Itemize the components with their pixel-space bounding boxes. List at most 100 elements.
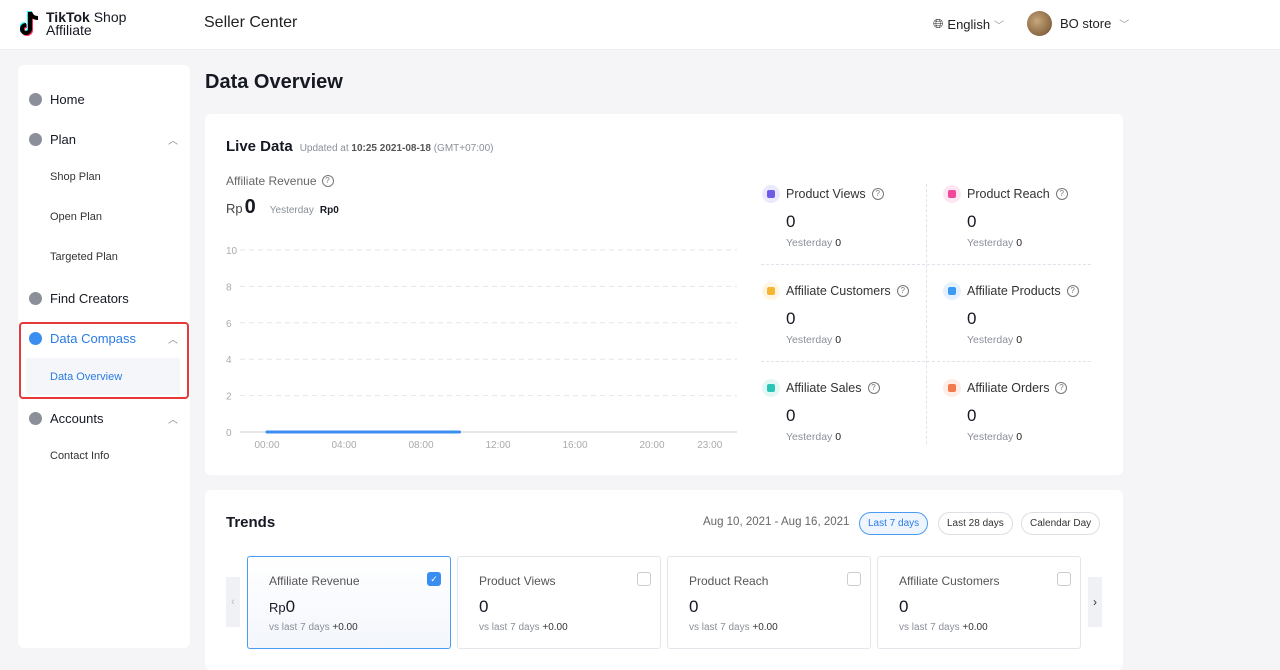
checkbox[interactable] bbox=[847, 572, 861, 586]
trend-card-affiliate-customers[interactable]: Affiliate Customers 0 vs last 7 days +0.00 bbox=[877, 556, 1081, 649]
tiktok-logo-icon bbox=[20, 11, 39, 36]
top-bar: TikTok Shop Affiliate Seller Center 🌐︎ Eng… bbox=[0, 0, 1280, 50]
compare-label: vs last 7 days bbox=[269, 622, 330, 633]
user-menu[interactable]: BO store ﹀ bbox=[1027, 11, 1129, 36]
plan-icon bbox=[29, 132, 42, 146]
metric-affiliate-products: Affiliate Products? 0 Yesterday 0 bbox=[943, 282, 1108, 346]
yesterday-label: Yesterday bbox=[269, 205, 314, 216]
sidebar-item-accounts[interactable]: Accounts ︿ bbox=[18, 398, 190, 438]
yesterday-label: Yesterday bbox=[967, 334, 1014, 346]
sidebar-item-plan[interactable]: Plan ︿ bbox=[18, 119, 190, 159]
prev-arrow-button[interactable]: ‹ bbox=[226, 577, 240, 627]
yesterday-value: Rp0 bbox=[319, 205, 339, 216]
metric-label: Affiliate Sales bbox=[786, 381, 862, 395]
revenue-label: Affiliate Revenue bbox=[226, 174, 317, 188]
sidebar-item-targeted-plan[interactable]: Targeted Plan bbox=[18, 237, 190, 277]
y-tick-label: 2 bbox=[226, 392, 232, 403]
label: Open Plan bbox=[50, 211, 102, 223]
chevron-up-icon: ︿ bbox=[168, 334, 178, 346]
label: Find Creators bbox=[50, 290, 129, 306]
y-tick-label: 8 bbox=[226, 282, 232, 293]
trend-card-product-views[interactable]: Product Views 0 vs last 7 days +0.00 bbox=[457, 556, 661, 649]
help-icon[interactable]: ? bbox=[867, 382, 880, 394]
home-icon bbox=[29, 92, 42, 106]
label: Data Compass bbox=[50, 330, 136, 346]
compare-label: vs last 7 days bbox=[689, 622, 750, 633]
trend-value: 0 bbox=[899, 597, 909, 616]
chevron-up-icon: ︿ bbox=[168, 135, 178, 147]
trend-card-affiliate-revenue[interactable]: Affiliate Revenue ✓ Rp0 vs last 7 days +0.0… bbox=[247, 556, 451, 649]
y-tick-label: 0 bbox=[226, 428, 232, 439]
currency: Rp bbox=[226, 201, 243, 216]
x-tick-label: 12:00 bbox=[485, 440, 510, 451]
checkbox[interactable]: ✓ bbox=[427, 572, 441, 586]
divider bbox=[926, 184, 927, 444]
metric-yesterday: 0 bbox=[1016, 237, 1023, 249]
live-data-card: Live Data Updated at 10:25 2021-08-18 (G… bbox=[205, 114, 1123, 475]
yesterday-label: Yesterday bbox=[786, 237, 833, 249]
sidebar-item-find-creators[interactable]: Find Creators bbox=[18, 278, 190, 318]
language-label: English bbox=[947, 16, 991, 32]
metric-label: Affiliate Orders bbox=[967, 381, 1050, 395]
checkbox[interactable] bbox=[637, 572, 651, 586]
currency: Rp bbox=[269, 600, 286, 615]
checkbox[interactable] bbox=[1057, 572, 1071, 586]
x-tick-label: 16:00 bbox=[562, 440, 587, 451]
divider bbox=[761, 361, 1091, 362]
filter-last-28-days[interactable]: Last 28 days bbox=[938, 512, 1013, 535]
trend-card-product-reach[interactable]: Product Reach 0 vs last 7 days +0.00 bbox=[667, 556, 871, 649]
live-revenue-chart: 0 2 4 6 8 10 00:00 04:00 08:00 12:00 16:00 20:00 23:… bbox=[226, 246, 737, 451]
language-selector[interactable]: 🌐︎ English ﹀ bbox=[933, 16, 1004, 32]
revenue-value: 0 bbox=[244, 196, 256, 218]
label: Plan bbox=[50, 131, 77, 147]
metric-label: Affiliate Products bbox=[967, 284, 1061, 298]
metric-value: 0 bbox=[786, 212, 796, 231]
metric-value: 0 bbox=[967, 406, 977, 425]
next-arrow-button[interactable]: › bbox=[1088, 577, 1102, 627]
x-tick-label: 00:00 bbox=[254, 440, 279, 451]
metric-label: Product Views bbox=[786, 187, 866, 201]
metric-yesterday: 0 bbox=[1016, 431, 1023, 443]
metric-label: Affiliate Customers bbox=[786, 284, 891, 298]
help-icon[interactable]: ? bbox=[896, 285, 909, 297]
help-icon[interactable]: ? bbox=[1066, 285, 1079, 297]
filter-calendar-day[interactable]: Calendar Day bbox=[1021, 512, 1101, 535]
label: Contact Info bbox=[50, 450, 110, 462]
sidebar-item-data-overview[interactable]: Data Overview bbox=[26, 358, 180, 395]
trend-value: 0 bbox=[285, 597, 296, 616]
metric-label: Product Reach bbox=[967, 187, 1050, 201]
chevron-up-icon: ︿ bbox=[168, 414, 178, 426]
trend-label: Product Reach bbox=[689, 574, 769, 588]
sidebar-item-data-compass[interactable]: Data Compass ︿ bbox=[18, 318, 190, 358]
metric-value: 0 bbox=[967, 212, 977, 231]
sidebar-item-home[interactable]: Home bbox=[18, 79, 190, 119]
help-icon[interactable]: ? bbox=[871, 188, 884, 200]
accounts-icon bbox=[29, 411, 42, 425]
chevron-down-icon: ﹀ bbox=[994, 20, 1005, 32]
page-title: Data Overview bbox=[205, 71, 343, 93]
label: Data Overview bbox=[50, 370, 123, 383]
trend-label: Product Views bbox=[479, 574, 556, 588]
sidebar-item-contact-info[interactable]: Contact Info bbox=[18, 436, 190, 476]
logo[interactable]: TikTok Shop Affiliate bbox=[20, 9, 126, 39]
sidebar-item-shop-plan[interactable]: Shop Plan bbox=[18, 157, 190, 197]
user-name: BO store bbox=[1060, 16, 1112, 31]
highlight-box bbox=[19, 322, 189, 399]
filter-last-7-days[interactable]: Last 7 days bbox=[859, 512, 929, 535]
label: Accounts bbox=[50, 410, 104, 426]
chevron-down-icon: ﹀ bbox=[1119, 20, 1130, 31]
help-icon[interactable]: ? bbox=[1055, 382, 1068, 394]
date-range[interactable]: Aug 10, 2021 - Aug 16, 2021 bbox=[703, 516, 850, 528]
sidebar-item-open-plan[interactable]: Open Plan bbox=[18, 197, 190, 237]
label: Targeted Plan bbox=[50, 251, 118, 263]
help-icon[interactable]: ? bbox=[321, 175, 334, 187]
metric-icon bbox=[762, 379, 780, 397]
delta-value: +0.00 bbox=[752, 622, 778, 633]
compare-label: vs last 7 days bbox=[479, 622, 540, 633]
help-icon[interactable]: ? bbox=[1055, 188, 1068, 200]
trends-card: Trends Aug 10, 2021 - Aug 16, 2021 Last … bbox=[205, 490, 1123, 670]
logo-text-shop: Shop bbox=[89, 9, 127, 25]
yesterday-label: Yesterday bbox=[967, 431, 1014, 443]
divider bbox=[761, 264, 1091, 265]
metric-product-reach: Product Reach? 0 Yesterday 0 bbox=[943, 185, 1108, 249]
